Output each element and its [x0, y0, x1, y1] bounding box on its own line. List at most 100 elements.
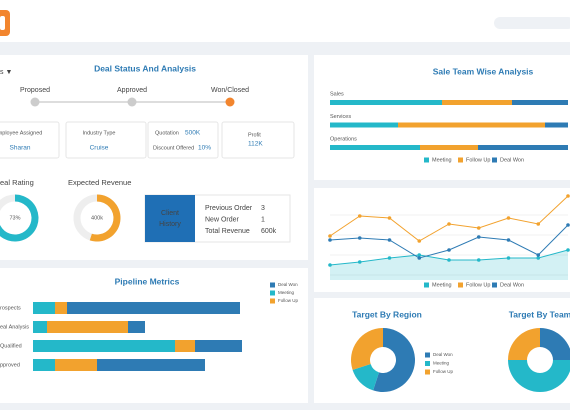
legend-label: Follow Up — [433, 369, 454, 374]
series-point — [357, 236, 362, 240]
legend-label: Deal Won — [433, 352, 453, 357]
legend-label: Meeting — [278, 290, 295, 295]
series-point — [536, 256, 541, 260]
card-label: Quotation — [155, 130, 179, 136]
pipeline-panel — [0, 268, 308, 403]
filter-dropdown[interactable]: s ▼ — [0, 69, 12, 76]
series-point — [566, 248, 570, 252]
bar-segment — [175, 340, 195, 352]
pie-slice — [508, 360, 570, 392]
client-history-header — [145, 195, 195, 242]
bar-segment — [67, 302, 240, 314]
series-point — [328, 263, 332, 267]
stage-dot — [30, 97, 40, 107]
history-value: 600k — [261, 228, 277, 235]
bar-segment — [330, 145, 420, 150]
history-value: 3 — [261, 205, 265, 212]
card-label: mployee Assigned — [0, 130, 42, 136]
pie-slice — [352, 364, 379, 391]
bar-segment — [47, 321, 128, 333]
stage-label: Approved — [117, 87, 147, 94]
bar-segment — [128, 321, 145, 333]
bar-segment — [33, 321, 47, 333]
series-point — [417, 253, 422, 257]
legend-swatch — [425, 369, 430, 375]
info-card — [147, 121, 219, 159]
legend-swatch — [458, 157, 463, 163]
card-value: Sharan — [10, 145, 31, 152]
stage-label: Proposed — [20, 87, 50, 94]
legend-label: Deal Won — [500, 157, 524, 163]
bar-segment — [512, 100, 568, 105]
history-label: Previous Order — [205, 205, 253, 212]
bar-segment — [398, 122, 545, 128]
client-history-title: History — [159, 221, 181, 228]
category-label: Services — [330, 114, 351, 120]
series-point — [387, 238, 392, 242]
legend-swatch — [270, 290, 275, 296]
metric-value: 400k — [91, 215, 103, 221]
metric-label: eal Rating — [0, 178, 34, 187]
history-label: Total Revenue — [205, 228, 250, 235]
legend-swatch — [425, 352, 430, 358]
series-point — [506, 238, 511, 242]
bar-segment — [442, 100, 512, 105]
category-label: rospects — [0, 305, 21, 311]
legend-swatch — [424, 282, 429, 288]
series-area — [330, 250, 568, 280]
chart-title: Pipeline Metrics — [115, 276, 180, 286]
category-label: Sales — [330, 91, 344, 97]
category-label: Operations — [330, 136, 357, 142]
series-point — [566, 194, 570, 198]
bar-segment — [420, 145, 478, 150]
bar-segment — [195, 340, 242, 352]
card-value: 112K — [248, 141, 263, 148]
card-value: Cruise — [90, 145, 109, 152]
history-label: New Order — [205, 216, 240, 223]
legend-label: Follow Up — [278, 298, 299, 303]
panel-title: Deal Status And Analysis — [94, 63, 196, 73]
legend-swatch — [425, 361, 430, 366]
category-label: eal Analysis — [0, 324, 29, 330]
bar-segment — [55, 302, 67, 314]
search-box[interactable] — [494, 17, 570, 29]
team-panel — [314, 55, 570, 180]
card-label: Industry Type — [83, 130, 116, 136]
bar-segment — [55, 359, 97, 371]
bar-segment — [330, 100, 442, 105]
series-point — [447, 258, 451, 262]
series-point — [476, 235, 481, 239]
legend-swatch — [270, 282, 275, 288]
series-point — [536, 222, 541, 226]
series-point — [536, 253, 541, 257]
series-point — [328, 234, 332, 238]
card-value: 10% — [198, 145, 211, 152]
pie-slice — [350, 328, 383, 370]
series-point — [476, 226, 481, 230]
metric-label: Expected Revenue — [68, 178, 131, 187]
client-history-title: Client — [161, 210, 179, 217]
ring-arc — [0, 194, 39, 242]
pie-slice — [373, 328, 415, 393]
legend-swatch — [270, 298, 275, 304]
series-point — [357, 260, 362, 264]
bar-segment — [545, 122, 568, 128]
info-card — [65, 121, 147, 159]
bar-segment — [33, 359, 55, 371]
legend-swatch — [424, 157, 429, 163]
top-bar — [0, 0, 570, 42]
stage-dot — [127, 97, 137, 107]
series-point — [506, 216, 511, 220]
card-label: Discount Offered — [153, 145, 194, 151]
series-point — [447, 222, 451, 226]
series-point — [328, 238, 332, 242]
legend-swatch — [458, 282, 463, 288]
legend-label: Follow Up — [466, 282, 490, 288]
card-value: 500K — [185, 130, 201, 137]
bar-segment — [33, 340, 175, 352]
info-card — [0, 121, 60, 159]
category-label: pproved — [0, 362, 20, 368]
bar-segment — [330, 122, 398, 128]
